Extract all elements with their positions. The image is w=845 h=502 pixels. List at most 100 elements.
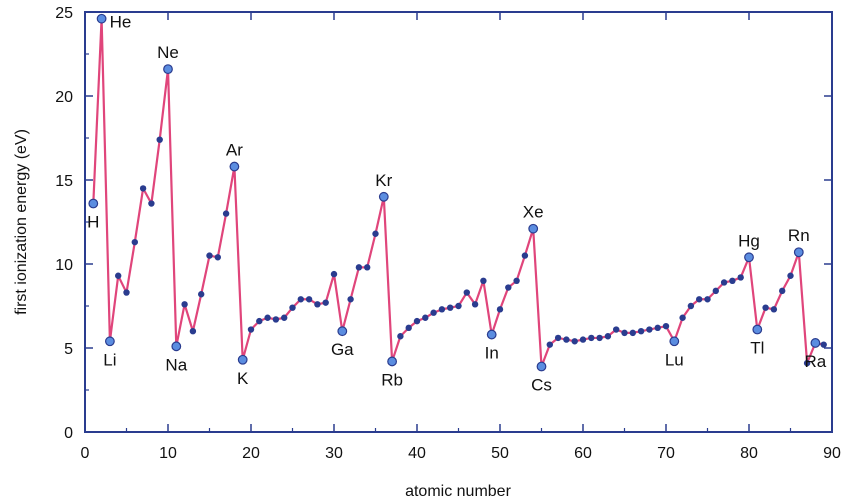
- data-point: [596, 334, 603, 342]
- data-point-highlight: [229, 161, 240, 172]
- data-point-highlight: [96, 13, 107, 24]
- data-point: [654, 324, 661, 332]
- data-point: [704, 296, 711, 303]
- data-point: [355, 264, 363, 271]
- element-label: He: [110, 13, 132, 32]
- data-point-highlight: [486, 329, 497, 340]
- data-point: [646, 326, 653, 333]
- data-point: [779, 287, 786, 295]
- x-tick-label: 0: [81, 445, 90, 462]
- data-point: [123, 289, 130, 296]
- tick-labels: 0 10 20 30 40 50 60 70 80 90 0 5 10 15 20 25: [55, 5, 841, 462]
- data-point: [613, 326, 620, 333]
- data-point-highlight: [171, 341, 182, 352]
- data-point: [438, 306, 446, 313]
- data-point: [272, 316, 280, 323]
- data-point: [305, 296, 313, 303]
- x-tick-label: 40: [408, 445, 426, 462]
- data-point: [629, 329, 636, 337]
- data-point: [762, 304, 769, 311]
- y-tick-label: 10: [55, 257, 73, 274]
- data-point: [720, 279, 728, 286]
- data-point: [347, 296, 354, 303]
- x-tick-label: 90: [823, 445, 841, 462]
- data-point: [571, 338, 578, 345]
- element-label: Kr: [375, 171, 392, 190]
- element-label: K: [237, 369, 249, 388]
- x-tick-label: 20: [242, 445, 260, 462]
- data-point: [413, 317, 421, 325]
- element-label: Hg: [738, 231, 760, 250]
- x-tick-label: 50: [491, 445, 509, 462]
- data-point-highlight: [793, 247, 804, 258]
- data-point: [115, 272, 122, 279]
- data-point: [447, 304, 454, 311]
- data-point: [505, 284, 512, 291]
- data-point: [637, 328, 645, 335]
- y-tick-label: 5: [64, 341, 73, 358]
- element-label: Rb: [381, 370, 403, 389]
- data-point-highlight: [669, 336, 680, 347]
- data-point: [198, 291, 205, 298]
- axis-ticks: [84, 11, 833, 433]
- y-tick-label: 25: [55, 5, 73, 22]
- data-point: [330, 270, 338, 278]
- data-point: [696, 296, 703, 303]
- data-point: [397, 333, 404, 340]
- data-points-layer: [88, 13, 827, 372]
- data-point-highlight: [88, 198, 99, 209]
- data-point-highlight: [337, 326, 348, 337]
- data-point: [256, 317, 263, 325]
- element-label: In: [485, 344, 499, 363]
- data-point: [521, 252, 529, 259]
- x-tick-label: 80: [740, 445, 758, 462]
- data-point: [247, 326, 255, 333]
- element-label: Ra: [805, 352, 827, 371]
- data-point: [687, 302, 695, 310]
- data-point: [513, 277, 520, 284]
- element-label: Ne: [157, 43, 179, 62]
- element-label: Xe: [523, 203, 544, 222]
- y-tick-label: 15: [55, 173, 73, 190]
- element-label: Ar: [226, 141, 243, 160]
- data-point: [546, 341, 553, 348]
- data-point: [405, 324, 412, 332]
- data-point: [222, 210, 230, 217]
- data-point: [430, 309, 437, 316]
- x-tick-label: 30: [325, 445, 343, 462]
- data-point: [729, 277, 736, 284]
- data-point: [770, 306, 778, 313]
- data-point: [297, 296, 304, 303]
- plot-frame: [84, 11, 833, 433]
- data-point: [214, 254, 221, 261]
- element-label: Rn: [788, 226, 810, 245]
- data-point: [372, 230, 379, 237]
- data-point: [737, 274, 744, 281]
- data-point: [364, 264, 371, 271]
- data-point: [181, 301, 188, 308]
- data-point-highlight: [163, 64, 173, 75]
- data-point: [455, 302, 462, 310]
- data-point: [156, 136, 163, 143]
- data-point: [496, 306, 504, 313]
- data-point: [189, 328, 197, 335]
- y-tick-label: 0: [64, 425, 73, 442]
- series-line: [92, 17, 824, 368]
- data-point-highlight: [536, 361, 547, 372]
- data-point: [131, 238, 138, 246]
- element-label: Tl: [750, 339, 764, 358]
- element-labels-layer: H He Li Ne Na Ar K Ga Kr Rb In Xe Cs Lu Hg Tl Rn Ra: [87, 13, 827, 395]
- data-point-highlight: [744, 252, 754, 263]
- data-point-highlight: [237, 354, 248, 365]
- x-tick-label: 60: [574, 445, 592, 462]
- x-axis-title: atomic number: [405, 483, 511, 500]
- element-label: H: [87, 213, 99, 232]
- data-point: [281, 314, 288, 321]
- data-point: [563, 336, 570, 343]
- data-point: [820, 341, 827, 348]
- data-point-highlight: [387, 356, 398, 367]
- data-point-highlight: [810, 338, 821, 348]
- data-point: [139, 185, 147, 192]
- data-point: [463, 289, 470, 296]
